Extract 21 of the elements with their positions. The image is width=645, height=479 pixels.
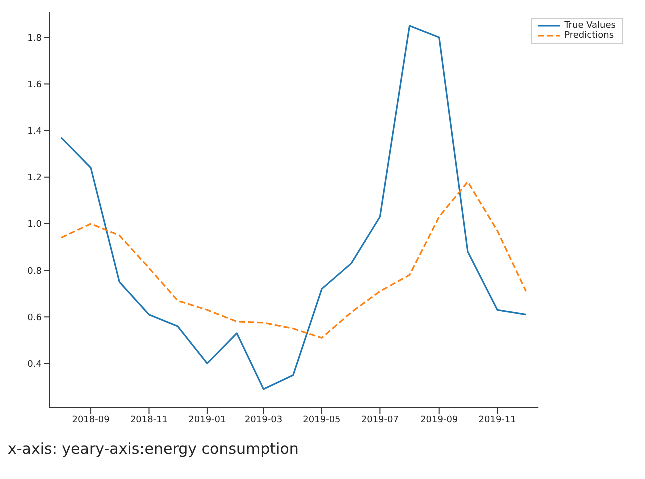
x-tick-label: 2019-09	[420, 415, 458, 426]
x-tick-label: 2018-11	[130, 415, 168, 426]
y-tick-label: 1.0	[28, 220, 42, 230]
x-tick-label: 2019-03	[244, 415, 283, 426]
y-tick-label: 1.4	[28, 126, 42, 137]
y-tick-label: 0.4	[28, 360, 42, 370]
x-tick-label: 2019-07	[361, 415, 399, 426]
y-tick-label: 1.8	[28, 34, 42, 44]
text: x-axis: yeary-axis:energy consumption	[8, 440, 300, 458]
x-tick-label: 2018-09	[72, 415, 110, 426]
y-tick-label: 0.6	[28, 313, 42, 324]
y-tick-label: 0.8	[28, 266, 42, 277]
y-tick-label: 1.6	[28, 80, 42, 90]
x-tick-label: 2019-05	[303, 415, 341, 426]
line-series	[60, 181, 528, 339]
y-tick-label: 1.2	[28, 174, 42, 184]
legend-label: True Values	[564, 21, 616, 31]
x-tick-label: 2019-01	[188, 415, 226, 426]
legend-label: Predictions	[564, 31, 614, 41]
line-series	[60, 25, 528, 390]
x-tick-label: 2019-11	[478, 415, 516, 426]
